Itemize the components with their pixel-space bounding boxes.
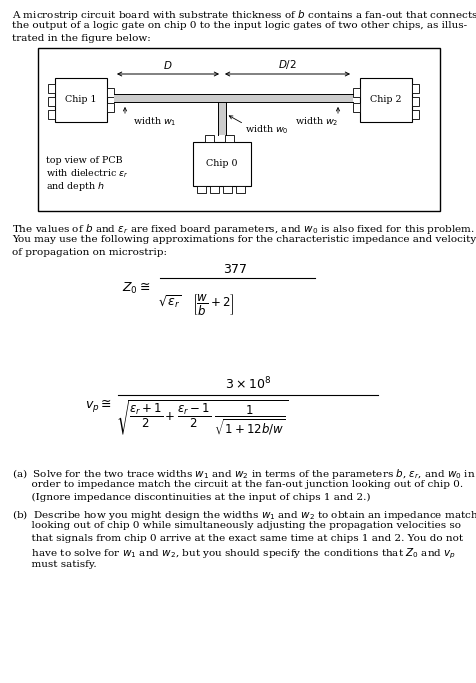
Text: Chip 2: Chip 2 — [369, 96, 401, 104]
Bar — [236, 186, 245, 193]
Text: width $w_1$: width $w_1$ — [133, 116, 176, 128]
Text: (b)  Describe how you might design the widths $w_1$ and $w_2$ to obtain an imped: (b) Describe how you might design the wi… — [12, 508, 476, 522]
Text: $\sqrt{\dfrac{\varepsilon_r+1}{2}+\dfrac{\varepsilon_r-1}{2}\ \dfrac{1}{\sqrt{1+: $\sqrt{\dfrac{\varepsilon_r+1}{2}+\dfrac… — [116, 398, 288, 437]
Bar — [209, 186, 218, 193]
Text: $D/2$: $D/2$ — [278, 58, 296, 71]
Text: (a)  Solve for the two trace widths $w_1$ and $w_2$ in terms of the parameters $: (a) Solve for the two trace widths $w_1$… — [12, 467, 475, 481]
Bar — [205, 135, 214, 142]
Text: must satisfy.: must satisfy. — [12, 560, 97, 569]
Text: $\sqrt{\varepsilon_r}$: $\sqrt{\varepsilon_r}$ — [158, 294, 181, 311]
Bar — [38, 48, 439, 211]
Text: (Ignore impedance discontinuities at the input of chips 1 and 2.): (Ignore impedance discontinuities at the… — [12, 493, 370, 502]
Bar — [48, 97, 55, 106]
Text: $v_p \cong$: $v_p \cong$ — [85, 397, 112, 413]
Text: the output of a logic gate on chip 0 to the input logic gates of two other chips: the output of a logic gate on chip 0 to … — [12, 21, 466, 30]
Bar — [107, 103, 114, 112]
Bar — [223, 186, 231, 193]
Text: $377$: $377$ — [222, 263, 247, 276]
Bar — [359, 78, 411, 122]
Text: trated in the figure below:: trated in the figure below: — [12, 34, 150, 43]
Bar — [197, 186, 206, 193]
Text: that signals from chip 0 arrive at the exact same time at chips 1 and 2. You do : that signals from chip 0 arrive at the e… — [12, 534, 462, 543]
Bar — [48, 110, 55, 119]
Bar — [352, 88, 359, 97]
Text: width $w_0$: width $w_0$ — [245, 124, 288, 137]
Bar — [411, 97, 418, 106]
Bar — [193, 142, 250, 186]
Text: Chip 0: Chip 0 — [206, 160, 237, 169]
Text: of propagation on microstrip:: of propagation on microstrip: — [12, 248, 167, 257]
Text: The values of $b$ and $\varepsilon_r$ are fixed board parameters, and $w_0$ is a: The values of $b$ and $\varepsilon_r$ ar… — [12, 222, 474, 236]
Text: have to solve for $w_1$ and $w_2$, but you should specify the conditions that $Z: have to solve for $w_1$ and $w_2$, but y… — [12, 547, 455, 561]
Text: $Z_0 \cong$: $Z_0 \cong$ — [121, 281, 149, 296]
Bar — [48, 84, 55, 93]
Bar — [352, 103, 359, 112]
Text: $\left[\dfrac{w}{b}+2\right]$: $\left[\dfrac{w}{b}+2\right]$ — [192, 292, 234, 317]
Bar — [411, 84, 418, 93]
Bar — [114, 94, 352, 102]
Text: width $w_2$: width $w_2$ — [294, 116, 338, 128]
Bar — [107, 88, 114, 97]
Text: with dielectric $\varepsilon_r$: with dielectric $\varepsilon_r$ — [46, 168, 129, 180]
Bar — [218, 102, 226, 135]
Text: You may use the following approximations for the characteristic impedance and ve: You may use the following approximations… — [12, 235, 475, 244]
Text: $D$: $D$ — [163, 59, 172, 71]
Text: A microstrip circuit board with substrate thickness of $b$ contains a fan-out th: A microstrip circuit board with substrat… — [12, 8, 476, 22]
Text: order to impedance match the circuit at the fan-out junction looking out of chip: order to impedance match the circuit at … — [12, 480, 462, 489]
Text: $3 \times 10^8$: $3 \times 10^8$ — [224, 376, 270, 392]
Text: looking out of chip 0 while simultaneously adjusting the propagation velocities : looking out of chip 0 while simultaneous… — [12, 521, 460, 530]
Text: and depth $h$: and depth $h$ — [46, 180, 105, 193]
Text: top view of PCB: top view of PCB — [46, 156, 122, 165]
Bar — [225, 135, 234, 142]
Text: Chip 1: Chip 1 — [65, 96, 97, 104]
Bar — [55, 78, 107, 122]
Bar — [411, 110, 418, 119]
